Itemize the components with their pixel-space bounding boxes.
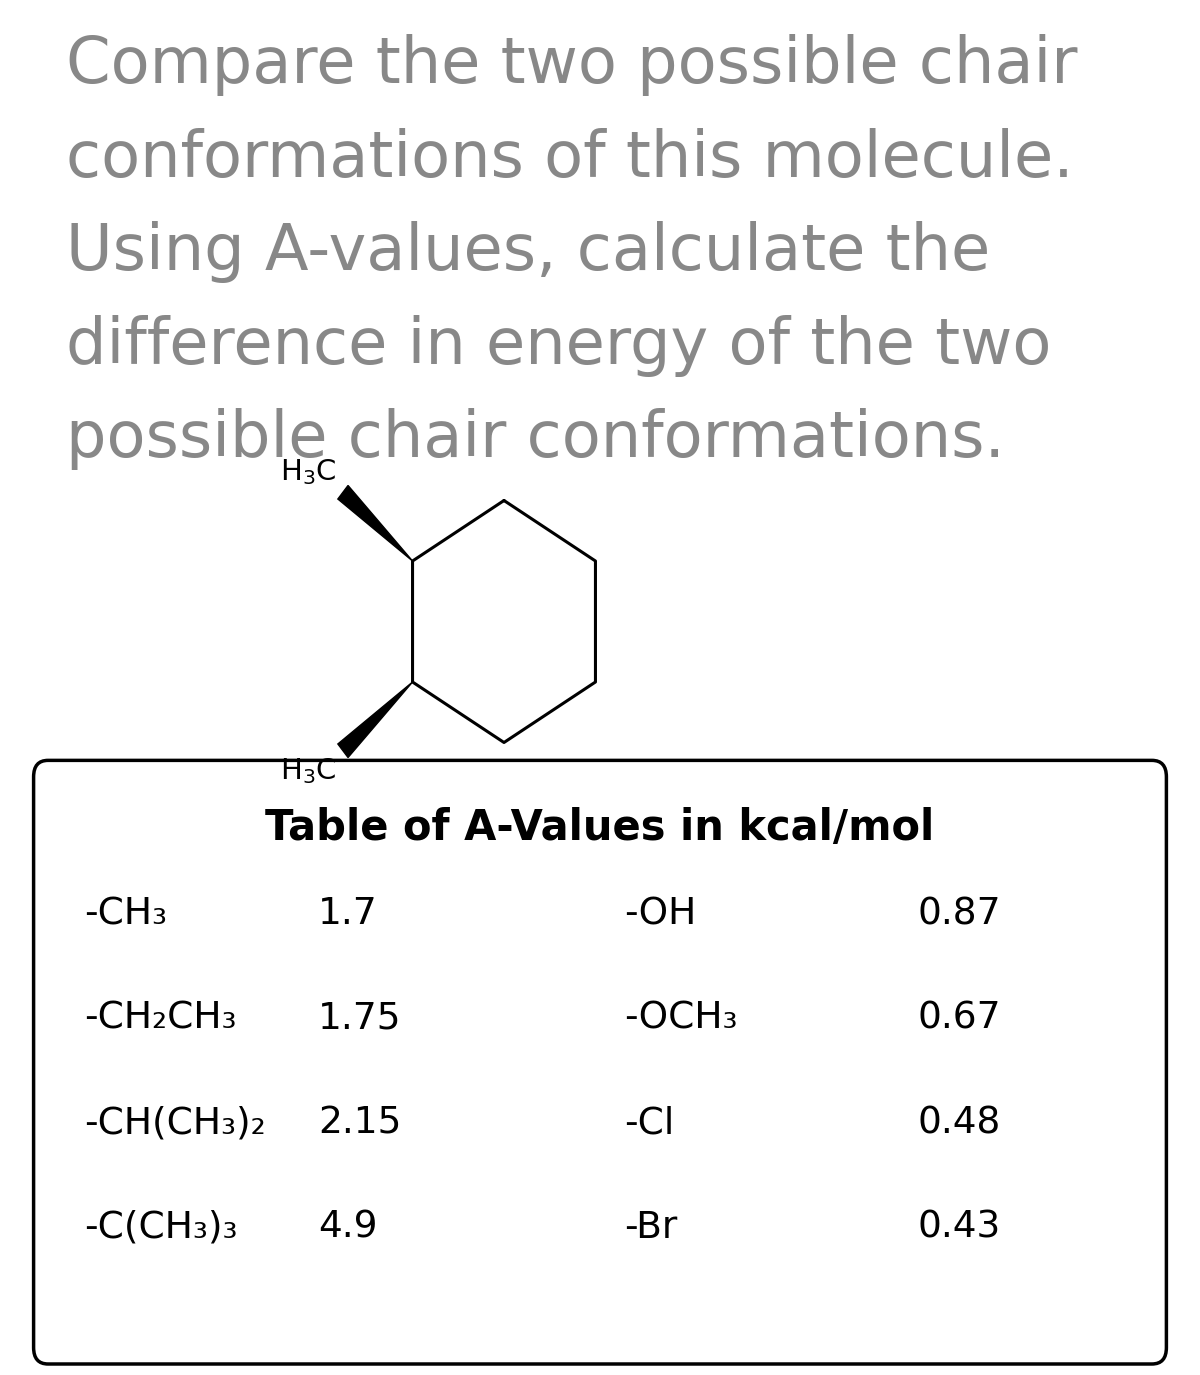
Polygon shape: [338, 485, 413, 561]
Text: H$_3$C: H$_3$C: [281, 456, 337, 487]
Text: -OH: -OH: [624, 896, 696, 932]
Text: -OCH₃: -OCH₃: [624, 1001, 738, 1037]
Text: Using A-values, calculate the: Using A-values, calculate the: [66, 221, 990, 283]
FancyBboxPatch shape: [34, 760, 1166, 1364]
Text: 2.15: 2.15: [318, 1106, 401, 1141]
Text: 1.75: 1.75: [318, 1001, 402, 1037]
Text: Compare the two possible chair: Compare the two possible chair: [66, 34, 1078, 96]
Text: 0.43: 0.43: [918, 1210, 1001, 1246]
Text: difference in energy of the two: difference in energy of the two: [66, 315, 1051, 377]
Text: possible chair conformations.: possible chair conformations.: [66, 408, 1004, 470]
Text: 0.48: 0.48: [918, 1106, 1001, 1141]
Text: -C(CH₃)₃: -C(CH₃)₃: [84, 1210, 238, 1246]
Text: conformations of this molecule.: conformations of this molecule.: [66, 128, 1074, 190]
Text: -CH(CH₃)₂: -CH(CH₃)₂: [84, 1106, 265, 1141]
Text: Table of A-Values in kcal/mol: Table of A-Values in kcal/mol: [265, 807, 935, 850]
Text: 4.9: 4.9: [318, 1210, 378, 1246]
Text: 1.7: 1.7: [318, 896, 378, 932]
Text: -Br: -Br: [624, 1210, 677, 1246]
Text: 0.87: 0.87: [918, 896, 1002, 932]
Text: 0.67: 0.67: [918, 1001, 1002, 1037]
Polygon shape: [338, 682, 413, 758]
Text: -Cl: -Cl: [624, 1106, 674, 1141]
Text: -CH₃: -CH₃: [84, 896, 167, 932]
Text: -CH₂CH₃: -CH₂CH₃: [84, 1001, 236, 1037]
Text: H$_3$C: H$_3$C: [281, 756, 337, 786]
